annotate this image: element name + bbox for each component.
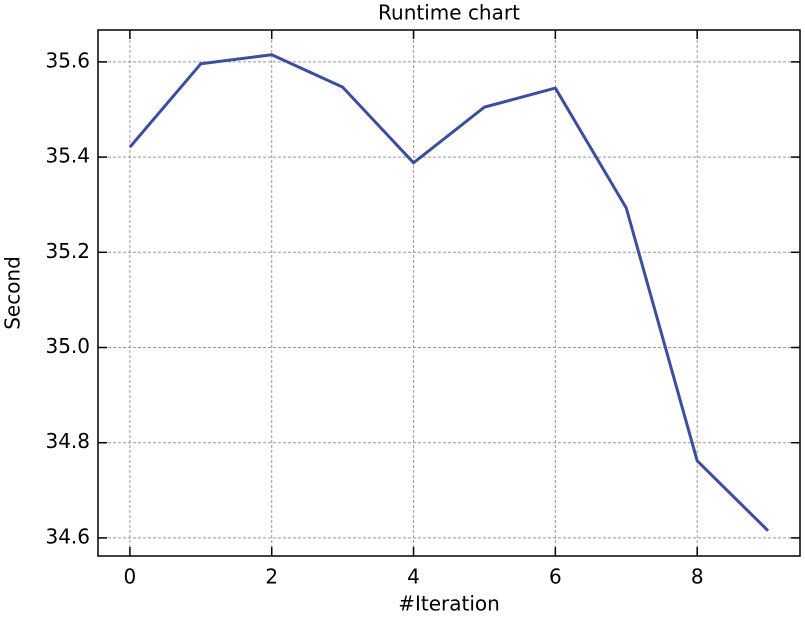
y-tick-label: 35.4	[45, 144, 90, 168]
chart-title: Runtime chart	[378, 1, 520, 25]
plot-frame	[97, 29, 801, 557]
x-tick-label: 6	[549, 565, 562, 589]
y-tick-label: 34.6	[45, 524, 90, 548]
y-tick-label: 35.0	[45, 334, 90, 358]
x-tick-label: 0	[124, 565, 137, 589]
y-tick-label: 35.2	[45, 239, 90, 263]
x-tick-label: 8	[691, 565, 704, 589]
x-axis-label: #Iteration	[398, 592, 500, 616]
x-tick-label: 4	[407, 565, 420, 589]
x-tick-label: 2	[265, 565, 278, 589]
y-tick-label: 34.8	[45, 429, 90, 453]
y-axis-label: Second	[1, 256, 25, 330]
line-series	[128, 53, 770, 532]
y-tick-label: 35.6	[45, 48, 90, 72]
